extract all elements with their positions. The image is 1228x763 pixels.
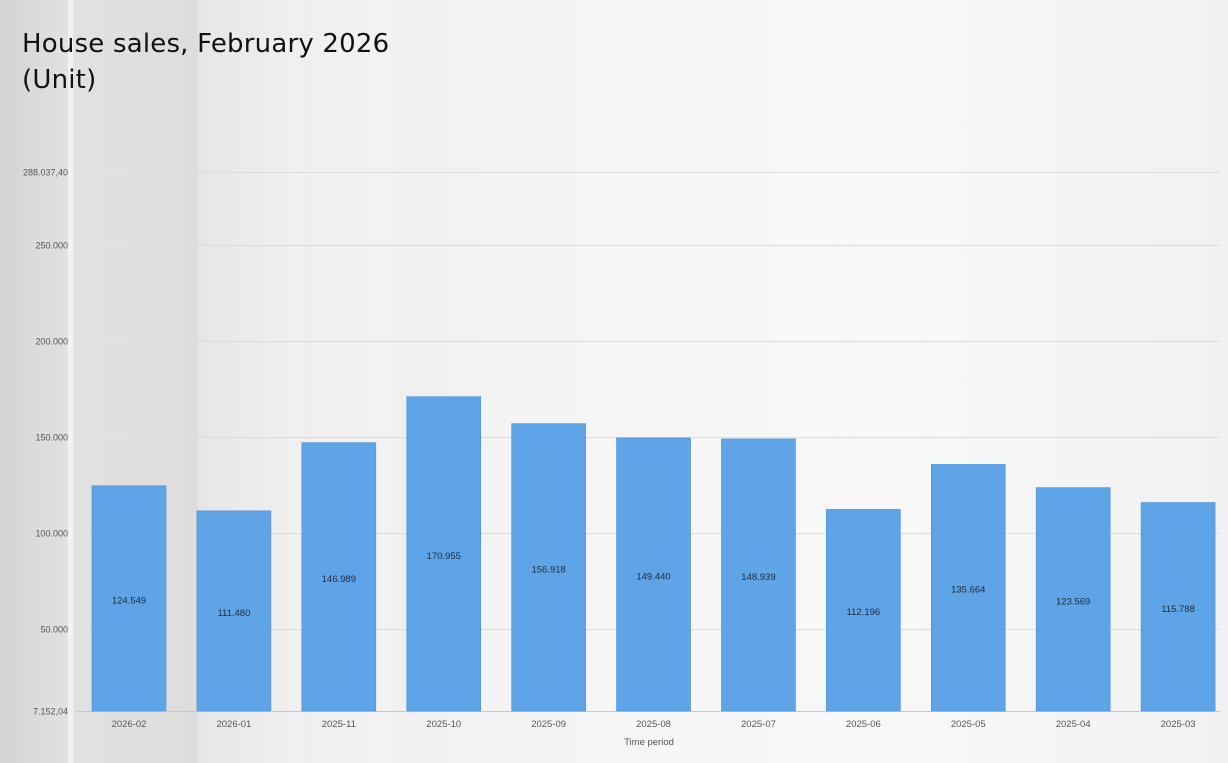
bar — [301, 442, 377, 712]
y-tick-label: 100.000 — [35, 529, 68, 539]
bar-value-label: 115.788 — [1161, 604, 1195, 615]
x-tick-label: 2026-01 — [216, 719, 251, 730]
bar-value-label: 146.989 — [322, 574, 356, 585]
bar — [406, 396, 482, 712]
bar-value-label: 135.664 — [951, 585, 985, 596]
x-tick-label: 2025-11 — [322, 719, 356, 730]
x-tick-label: 2025-04 — [1056, 719, 1091, 730]
x-tick-label: 2025-03 — [1161, 719, 1196, 730]
x-tick-label: 2025-06 — [846, 719, 881, 730]
bar — [930, 464, 1006, 712]
x-axis-title: Time period — [624, 737, 674, 748]
x-tick-label: 2025-09 — [531, 719, 566, 730]
bar — [1140, 502, 1216, 712]
bar — [826, 509, 901, 712]
y-tick-label: 288.037,40 — [23, 168, 68, 178]
y-tick-label: 150.000 — [35, 433, 68, 443]
bar — [721, 438, 796, 712]
bar-value-label: 124.549 — [112, 595, 146, 606]
x-tick-label: 2025-08 — [636, 719, 671, 730]
x-tick-label: 2025-07 — [741, 719, 776, 730]
chart-subtitle-line: (Unit) — [22, 65, 97, 95]
y-tick-label: 7.152,04 — [33, 707, 68, 717]
x-tick-label: 2025-10 — [426, 719, 461, 730]
bar — [196, 510, 272, 712]
chart-title: House sales, February 2026 (Unit) — [22, 26, 389, 98]
bar-value-label: 148.939 — [741, 572, 775, 583]
y-tick-label: 50.000 — [40, 625, 68, 635]
y-tick-label: 250.000 — [35, 241, 68, 251]
bar-value-label: 156.918 — [531, 564, 565, 575]
bar-value-label: 123.569 — [1056, 596, 1090, 607]
bar — [91, 485, 167, 712]
bar-value-label: 112.196 — [847, 607, 881, 618]
y-tick-label: 200.000 — [35, 337, 68, 347]
bar-value-label: 111.480 — [217, 608, 250, 619]
bar — [511, 423, 586, 712]
x-tick-label: 2026-02 — [112, 719, 147, 730]
bar-value-label: 149.440 — [636, 571, 670, 582]
bar — [1035, 487, 1111, 712]
x-tick-label: 2025-05 — [951, 719, 986, 730]
bar — [616, 437, 691, 712]
bar-value-label: 170.955 — [427, 551, 461, 562]
chart-title-line: House sales, February 2026 — [22, 29, 390, 59]
